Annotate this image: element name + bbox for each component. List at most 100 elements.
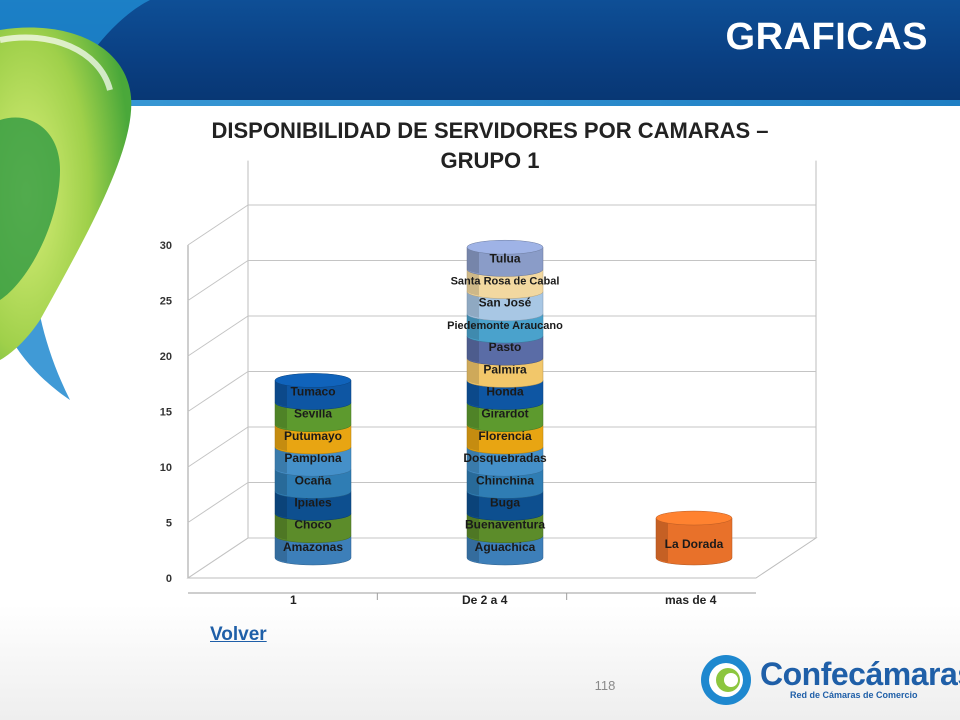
bar-segment-shade xyxy=(467,291,479,318)
data-label: Aguachica xyxy=(475,540,536,554)
logo-name: Confecámaras xyxy=(760,656,960,692)
bar-segment-shade xyxy=(467,247,479,274)
bar-segment xyxy=(466,513,544,544)
bar-segment-shade xyxy=(467,358,479,385)
bar-stack: La Dorada xyxy=(655,510,733,566)
bar-segment-shade xyxy=(275,491,287,518)
bar-segment-shade xyxy=(275,535,287,562)
bar-segment-shade xyxy=(467,491,479,518)
gridline-side xyxy=(187,315,249,357)
footer-band xyxy=(0,605,960,720)
y-tick-label: 30 xyxy=(160,240,172,252)
bar-segment xyxy=(466,269,544,299)
y-tick-label: 5 xyxy=(166,518,172,530)
bar-segment-shade xyxy=(467,424,479,451)
chart-title-line2: GRUPO 1 xyxy=(440,148,540,173)
chart-title-line1: DISPONIBILIDAD DE SERVIDORES POR CAMARAS… xyxy=(211,118,769,143)
bar-segment xyxy=(466,246,544,277)
bar-segment xyxy=(466,468,544,499)
page-number: 118 xyxy=(594,678,616,693)
data-label: Tulua xyxy=(489,251,520,265)
bar-segment xyxy=(274,402,352,433)
bar-segment-shade xyxy=(275,447,287,474)
bar-segment xyxy=(466,402,544,433)
bar-segment-shade xyxy=(467,313,479,340)
bar-stack: Aguachica Buenaventura Buga Chinchina Dosque… xyxy=(447,239,563,566)
data-label: Florencia xyxy=(478,429,532,443)
data-label: Girardot xyxy=(481,407,528,421)
data-label: Amazonas xyxy=(283,540,343,554)
header-divider xyxy=(0,100,960,106)
bar-segment xyxy=(466,357,544,388)
bar-top xyxy=(274,373,352,388)
gridline-side xyxy=(187,204,249,246)
data-label: Tumaco xyxy=(290,385,335,399)
data-label: Pamplona xyxy=(284,451,342,465)
decorative-globe xyxy=(0,0,150,400)
bar-segment xyxy=(274,491,352,521)
bar-segment xyxy=(466,446,544,477)
bar-segment-shade xyxy=(467,513,479,540)
gridline-side xyxy=(187,482,249,523)
data-label: La Dorada xyxy=(665,537,724,551)
bar-segment-shade xyxy=(467,469,479,496)
data-label: Piedemonte Araucano xyxy=(447,320,563,332)
y-tick-label: 20 xyxy=(160,351,172,363)
data-label: Pasto xyxy=(489,340,522,354)
bar-segment xyxy=(274,513,352,544)
data-label: Honda xyxy=(486,385,524,399)
bar-segment-shade xyxy=(467,402,479,429)
bar-segment xyxy=(274,535,352,566)
logo-icon xyxy=(701,655,751,705)
data-label: Choco xyxy=(294,518,331,532)
x-tick-label: 1 xyxy=(290,593,297,607)
bar-segment xyxy=(274,446,352,477)
bar-top xyxy=(655,510,733,526)
gridline-side xyxy=(187,260,249,301)
data-label: Santa Rosa de Cabal xyxy=(451,276,560,288)
chart-title: DISPONIBILIDAD DE SERVIDORES POR CAMARAS… xyxy=(160,116,820,176)
bar-segment-shade xyxy=(275,513,287,540)
bar-segment-shade xyxy=(467,269,479,296)
data-label: Buga xyxy=(490,496,520,510)
data-label: San José xyxy=(479,296,532,310)
bar-segment-shade xyxy=(467,336,479,363)
bar-segment xyxy=(466,291,544,322)
bar-segment-shade xyxy=(275,402,287,429)
gridline-side xyxy=(187,426,249,468)
data-label: Ocaña xyxy=(295,473,332,487)
data-label: Palmira xyxy=(483,362,527,376)
data-label: Putumayo xyxy=(284,429,342,443)
bar-segment-shade xyxy=(275,424,287,451)
gridline-side xyxy=(187,537,249,579)
bar-segment xyxy=(466,491,544,521)
x-tick-label: De 2 a 4 xyxy=(462,593,508,607)
bar-segment xyxy=(466,335,544,366)
volver-link[interactable]: Volver xyxy=(210,624,267,645)
bar-segment xyxy=(466,313,544,344)
page-title: GRAFICAS xyxy=(725,16,928,58)
bar-segment xyxy=(466,380,544,410)
bar-segment-shade xyxy=(467,447,479,474)
bar-segment-shade xyxy=(467,380,479,407)
x-tick-label: mas de 4 xyxy=(665,593,717,607)
bar-segment xyxy=(466,535,544,566)
confecamaras-logo: Confecámaras Red de Cámaras de Comercio xyxy=(698,650,960,710)
y-tick-label: 0 xyxy=(166,573,172,585)
bar-segment-shade xyxy=(656,518,668,562)
bar-segment xyxy=(274,468,352,499)
data-label: Buenaventura xyxy=(465,518,545,532)
gridline-side xyxy=(187,371,249,412)
header-bar xyxy=(0,0,960,100)
bar-segment xyxy=(655,517,733,566)
y-tick-label: 25 xyxy=(160,296,172,308)
bar-segment-shade xyxy=(467,535,479,562)
bar-segment xyxy=(466,424,544,455)
y-tick-label: 15 xyxy=(160,407,172,419)
data-label: Sevilla xyxy=(294,407,332,421)
bar-segment xyxy=(274,380,352,410)
y-tick-label: 10 xyxy=(160,462,172,474)
bar-segment xyxy=(274,424,352,455)
bar-top xyxy=(466,239,544,255)
